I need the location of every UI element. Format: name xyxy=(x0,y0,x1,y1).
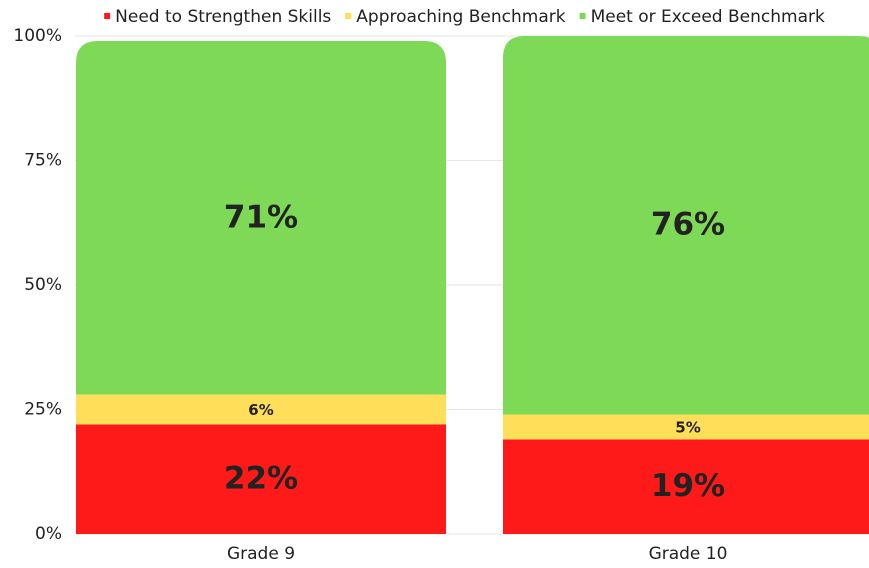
x-tick-label: Grade 10 xyxy=(649,544,728,564)
y-tick-label: 25% xyxy=(24,400,62,420)
data-label: 71% xyxy=(224,199,298,235)
data-label: 76% xyxy=(651,207,725,243)
bar-segment xyxy=(503,414,869,440)
y-tick-label: 0% xyxy=(35,524,62,544)
data-label: 22% xyxy=(224,461,298,497)
y-tick-label: 75% xyxy=(24,151,62,171)
x-tick-label: Grade 9 xyxy=(227,544,295,564)
legend-label: Approaching Benchmark xyxy=(356,7,565,27)
legend-marker xyxy=(104,13,111,19)
data-label: 19% xyxy=(651,468,725,504)
bar-segment xyxy=(76,424,446,534)
legend-label: Need to Strengthen Skills xyxy=(115,7,331,27)
bar-segment xyxy=(503,439,869,534)
bar-segment xyxy=(76,40,446,395)
y-tick-label: 50% xyxy=(24,275,62,295)
bar-segment xyxy=(503,36,869,415)
legend-label: Meet or Exceed Benchmark xyxy=(591,7,825,27)
legend: Need to Strengthen Skills Approaching Ben… xyxy=(104,7,825,27)
bar-segment xyxy=(76,394,446,425)
y-tick-label: 100% xyxy=(13,26,62,46)
data-label: 5% xyxy=(675,418,700,436)
data-label: 6% xyxy=(248,401,273,419)
legend-marker xyxy=(345,13,352,19)
legend-marker xyxy=(579,13,586,19)
